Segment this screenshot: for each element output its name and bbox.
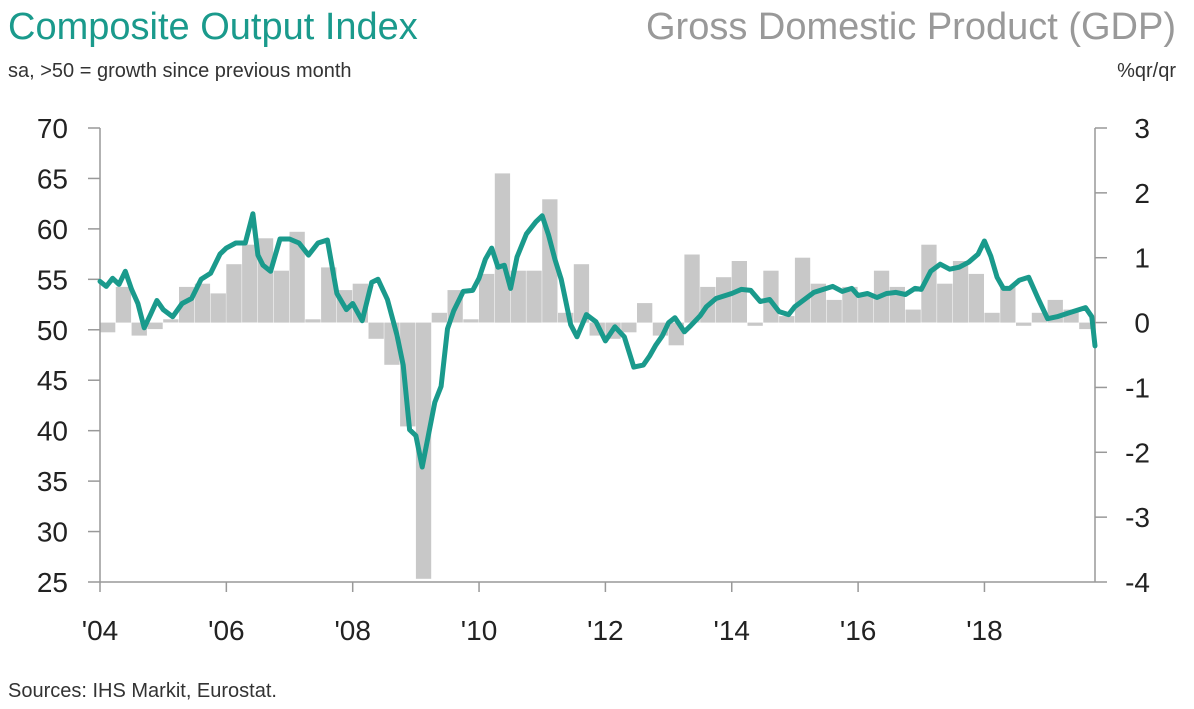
left-tick-label: 70 — [37, 113, 68, 144]
gdp-bar — [1000, 286, 1016, 323]
right-axis-unit: %qr/qr — [1117, 60, 1176, 82]
gdp-bar — [763, 270, 779, 323]
gdp-bar — [558, 312, 574, 323]
left-tick-label: 50 — [37, 315, 68, 346]
gdp-bar — [858, 293, 874, 323]
gdp-bar — [226, 264, 242, 323]
right-tick-label: -2 — [1125, 437, 1150, 468]
gdp-bar — [100, 322, 116, 333]
right-tick-label: -4 — [1125, 567, 1150, 598]
gdp-bar — [794, 257, 811, 323]
left-tick-label: 60 — [37, 214, 68, 245]
right-tick-label: 2 — [1134, 178, 1150, 209]
chart-axes — [88, 127, 1107, 592]
gdp-bar — [937, 283, 953, 323]
gdp-bar — [984, 312, 1000, 323]
left-tick-label: 55 — [37, 264, 68, 295]
gdp-bar — [479, 273, 495, 323]
x-tick-label: '16 — [840, 615, 877, 646]
left-tick-label: 35 — [37, 466, 68, 497]
left-tick-label: 40 — [37, 416, 68, 447]
right-tick-label: 0 — [1134, 308, 1150, 339]
left-chart-title: Composite Output Index — [8, 6, 418, 48]
gdp-bar — [147, 322, 163, 330]
right-tick-label: -1 — [1125, 372, 1150, 403]
gdp-bar — [210, 293, 226, 323]
right-tick-label: 3 — [1134, 113, 1150, 144]
gdp-bar — [952, 261, 969, 323]
left-axis-subtitle: sa, >50 = growth since previous month — [8, 60, 352, 82]
composite-output-line — [97, 211, 1098, 470]
x-tick-label: '06 — [208, 615, 245, 646]
gdp-bar — [968, 273, 984, 323]
gdp-bar — [368, 322, 384, 339]
left-tick-label: 65 — [37, 163, 68, 194]
gdp-bar — [1079, 322, 1095, 330]
gdp-bar — [289, 231, 305, 323]
gdp-bar — [637, 303, 653, 323]
gdp-bar — [573, 264, 590, 323]
gdp-bar — [431, 312, 447, 323]
gdp-bar — [273, 270, 289, 323]
gdp-bar — [779, 316, 795, 323]
x-tick-label: '10 — [461, 615, 498, 646]
gdp-bar — [463, 319, 479, 323]
gdp-bar — [305, 319, 321, 323]
gdp-bar — [400, 322, 416, 427]
x-tick-label: '04 — [82, 615, 119, 646]
gdp-bar — [494, 173, 511, 323]
left-tick-label: 25 — [37, 567, 68, 598]
right-tick-label: 1 — [1134, 243, 1150, 274]
gdp-bar — [526, 270, 542, 323]
gdp-bar — [905, 309, 921, 323]
gdp-bar — [163, 319, 179, 323]
gdp-bar — [842, 286, 858, 323]
source-note: Sources: IHS Markit, Eurostat. — [8, 680, 277, 702]
gdp-bar — [257, 238, 274, 323]
gdp-bar — [510, 270, 526, 323]
gdp-bars — [100, 173, 1095, 579]
x-tick-label: '14 — [713, 615, 750, 646]
gdp-bar — [194, 283, 211, 323]
right-chart-title: Gross Domestic Product (GDP) — [646, 6, 1176, 48]
gdp-bar — [115, 286, 132, 323]
gdp-bar — [826, 299, 842, 323]
left-tick-label: 45 — [37, 365, 68, 396]
gdp-bar — [621, 322, 637, 333]
gdp-bar — [716, 277, 732, 323]
gdp-bar — [1031, 312, 1048, 323]
x-tick-label: '18 — [966, 615, 1003, 646]
tick-labels: 70 65 60 55 50 45 40 35 30 25 3 2 1 0 -1 -2 -3 -4 '04 '06 '0… — [37, 113, 1150, 646]
x-tick-label: '08 — [334, 615, 371, 646]
x-tick-label: '12 — [587, 615, 624, 646]
gdp-bar — [747, 322, 763, 326]
gdp-bar — [921, 244, 937, 323]
gdp-bar — [242, 244, 258, 323]
gdp-bar — [684, 254, 700, 323]
right-tick-label: -3 — [1125, 502, 1150, 533]
left-tick-label: 30 — [37, 517, 68, 548]
gdp-bar — [1016, 322, 1032, 326]
